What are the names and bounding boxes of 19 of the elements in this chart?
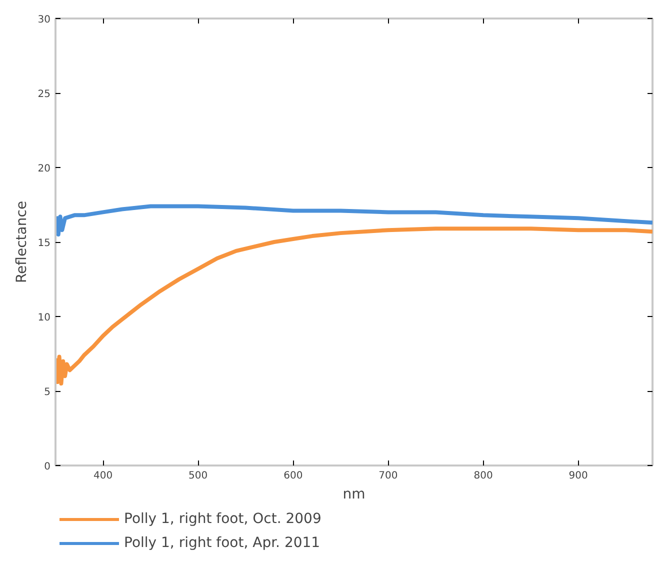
x-axis-title: nm xyxy=(342,486,366,502)
x-tick-label: 600 xyxy=(284,470,303,482)
x-tick-label: 900 xyxy=(568,470,588,482)
legend-label: Polly 1, right foot, Apr. 2011 xyxy=(124,535,320,551)
x-tick-label: 500 xyxy=(188,470,208,482)
x-tick-label: 700 xyxy=(378,470,398,482)
y-axis-title: Reflectance xyxy=(14,200,30,284)
y-tick-label: 25 xyxy=(38,89,51,100)
line-series xyxy=(56,204,652,237)
y-tick-label: 30 xyxy=(38,14,51,26)
x-tick-label: 400 xyxy=(93,470,113,482)
y-tick-label: 10 xyxy=(38,312,51,324)
y-tick-label: 15 xyxy=(38,238,51,249)
y-tick-label: 5 xyxy=(44,387,51,398)
x-tick-label: 800 xyxy=(474,470,493,482)
line-series xyxy=(56,226,652,386)
y-tick-label: 0 xyxy=(44,462,51,472)
legend-label: Polly 1, right foot, Oct. 2009 xyxy=(124,511,322,527)
y-tick-label: 20 xyxy=(38,164,51,174)
